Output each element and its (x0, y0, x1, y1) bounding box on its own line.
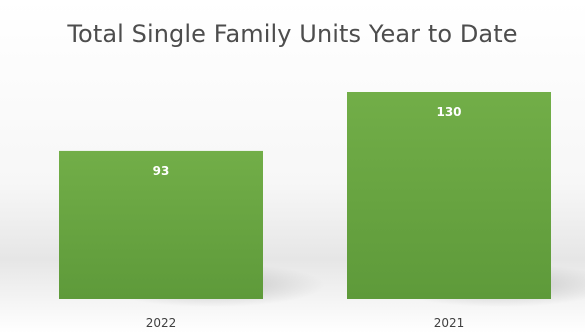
data-label-2022: 93 (153, 164, 170, 178)
data-label-2021: 130 (436, 105, 461, 119)
bar-2022 (59, 150, 263, 299)
x-tick-label-2021: 2021 (434, 316, 465, 330)
x-tick-label-2022: 2022 (146, 316, 177, 330)
bar-2021 (347, 92, 551, 299)
chart-title: Total Single Family Units Year to Date (67, 20, 518, 48)
